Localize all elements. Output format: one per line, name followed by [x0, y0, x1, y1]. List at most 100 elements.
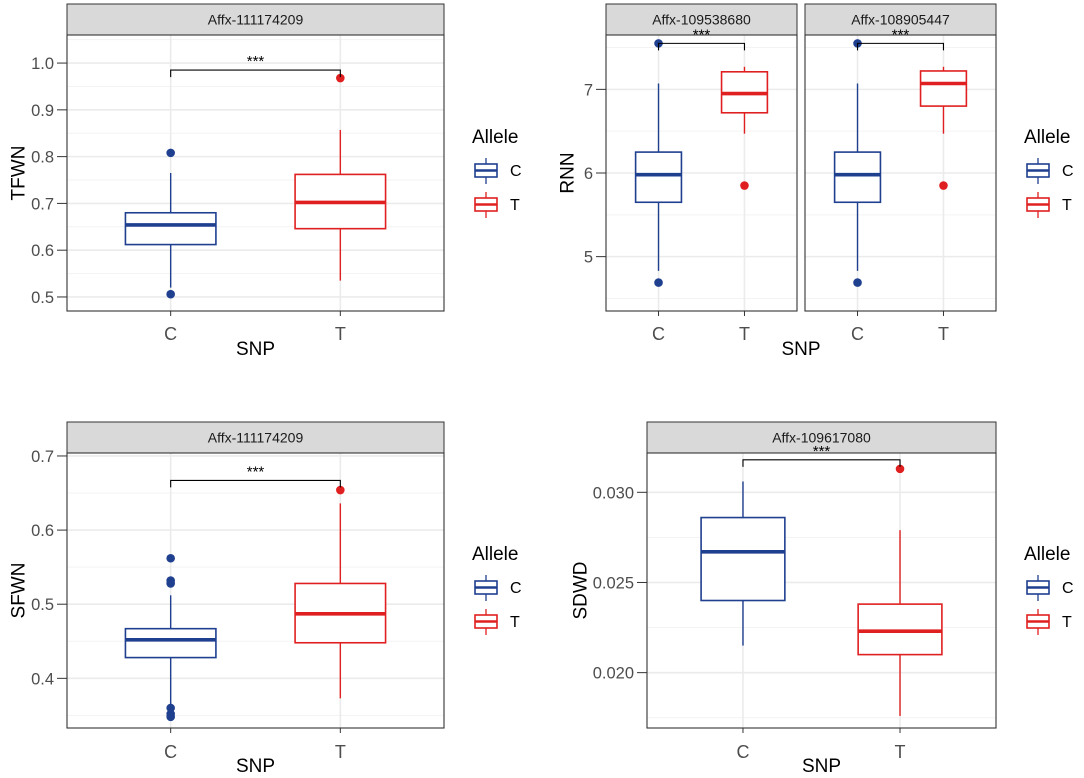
legend: Allele CT [472, 544, 522, 635]
y-axis-label: SDWD [571, 561, 592, 619]
significance-label: *** [813, 443, 831, 460]
y-tick-label: 0.8 [31, 149, 54, 167]
y-axis-label: SFWN [9, 563, 30, 619]
outlier-point [166, 579, 175, 588]
y-tick-label: 0.4 [31, 670, 54, 688]
y-tick-label: 0.025 [593, 574, 634, 592]
box-c [634, 39, 683, 287]
legend-title: Allele [472, 127, 518, 148]
facet-panel: Affx-111174209 *** C T [66, 421, 445, 762]
legend-label: T [510, 197, 520, 214]
facet-panel: Affx-111174209 *** C T [66, 3, 445, 344]
x-tick-label: C [652, 324, 665, 344]
legend-title: Allele [1024, 127, 1070, 148]
y-tick-label: 0.6 [31, 522, 54, 540]
legend-label: C [510, 580, 522, 597]
outlier-point [336, 485, 345, 495]
y-tick-label: 0.6 [31, 242, 54, 260]
box-c [700, 481, 786, 646]
box-t [720, 66, 769, 190]
y-tick-label: 5 [584, 249, 593, 267]
significance-bracket [856, 42, 945, 51]
panel-border [804, 34, 997, 312]
significance-bracket [170, 479, 341, 488]
legend: Allele CT [1024, 127, 1074, 218]
outlier-point [166, 553, 175, 563]
outlier-point [853, 278, 862, 287]
box-iqr [124, 627, 217, 659]
plot-tfwn: 0.5 0.6 0.7 0.8 0.9 1.0 TFWN SNP Affx-111174209 *… [9, 3, 522, 360]
facet-panel: Affx-109538680***C T [605, 3, 798, 344]
panel-border [605, 34, 798, 312]
facet-panel: Affx-109617080*** C T [646, 421, 997, 762]
significance-label: *** [247, 53, 265, 70]
y-axis-label: TFWN [9, 146, 30, 201]
facet-strip-label: Affx-109617080 [772, 430, 871, 446]
outlier-point [166, 289, 175, 299]
y-tick-label: 0.9 [31, 102, 54, 120]
x-tick-label: C [164, 742, 177, 762]
outlier-point [166, 712, 175, 722]
outlier-point [939, 181, 948, 190]
significance-bracket [742, 459, 901, 467]
x-tick-label: C [736, 742, 749, 762]
significance-bracket [657, 42, 746, 51]
legend: Allele CT [1024, 544, 1074, 635]
facet-strip-label: Affx-108905447 [851, 12, 950, 28]
facet-strip [646, 421, 997, 454]
box-iqr [833, 151, 882, 204]
box-t [294, 73, 387, 281]
x-axis-label: SNP [236, 756, 275, 777]
box-iqr [919, 70, 968, 107]
outlier-point [895, 464, 905, 474]
legend-label: T [1062, 197, 1072, 214]
box-iqr [700, 516, 786, 602]
outlier-point [166, 148, 175, 158]
significance-bracket [170, 69, 341, 78]
x-tick-label: C [851, 324, 864, 344]
box-t [294, 485, 387, 699]
x-tick-label: C [164, 324, 177, 344]
x-tick-label: T [739, 324, 750, 344]
y-axis-label: RNN [558, 152, 579, 193]
x-tick-label: T [335, 324, 346, 344]
box-c [833, 39, 882, 287]
box-t [857, 464, 943, 716]
facet-strip-label: Affx-111174209 [208, 430, 304, 446]
x-tick-label: T [335, 742, 346, 762]
legend-label: C [1062, 580, 1074, 597]
y-tick-label: 6 [584, 165, 593, 183]
box-iqr [124, 211, 217, 246]
panel-border [66, 34, 445, 312]
panel-border [66, 452, 445, 729]
y-tick-label: 0.5 [31, 289, 54, 307]
outlier-point [740, 181, 749, 190]
x-axis-label: SNP [781, 339, 820, 360]
y-tick-label: 0.7 [31, 195, 54, 213]
facet-panel: Affx-108905447***C T [804, 3, 997, 344]
facet-strip-label: Affx-111174209 [208, 12, 304, 28]
facet-strip [66, 421, 445, 454]
x-axis-label: SNP [802, 756, 841, 777]
outlier-point [336, 73, 345, 83]
outlier-point [166, 703, 175, 713]
outlier-point [654, 278, 663, 287]
legend-label: C [1062, 163, 1074, 180]
legend-label: T [1062, 614, 1072, 631]
y-tick-label: 1.0 [31, 55, 54, 73]
legend: Allele CT [472, 127, 522, 218]
box-iqr [634, 151, 683, 204]
significance-label: *** [247, 463, 265, 480]
y-tick-label: 0.7 [31, 448, 54, 466]
y-tick-label: 0.020 [593, 665, 634, 683]
x-tick-label: T [938, 324, 949, 344]
x-tick-label: T [895, 742, 906, 762]
x-axis-label: SNP [236, 339, 275, 360]
plot-sdwd: 0.020 0.025 0.030 SDWD SNP Affx-109617080*** C… [571, 421, 1074, 777]
legend-label: T [510, 614, 520, 631]
y-tick-label: 0.5 [31, 596, 54, 614]
facet-strip [605, 3, 798, 36]
